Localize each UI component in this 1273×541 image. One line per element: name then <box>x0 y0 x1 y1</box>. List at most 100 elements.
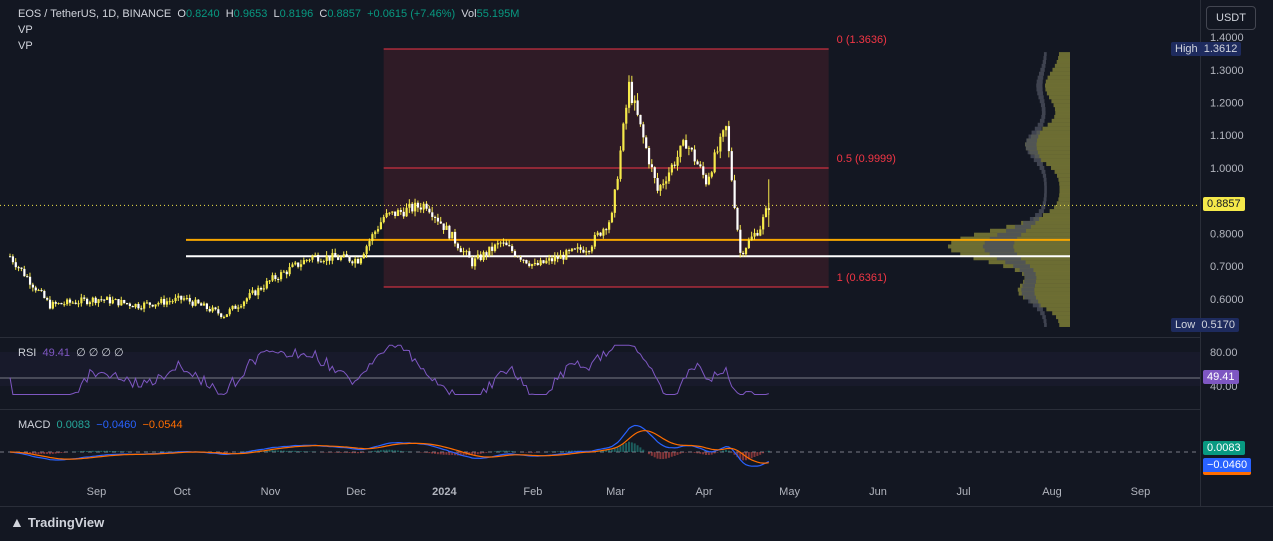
volume-profile-sell-bar <box>1038 95 1043 99</box>
candle-body <box>86 299 88 304</box>
candle-body <box>100 299 102 300</box>
macd-histogram-bar <box>756 452 758 456</box>
candle-body <box>534 263 536 264</box>
macd-histogram-bar <box>608 450 610 452</box>
candle-body <box>363 254 365 258</box>
symbol-title[interactable]: EOS / TetherUS, 1D, BINANCE <box>18 8 171 20</box>
volume-profile-sell-bar <box>1043 56 1046 60</box>
ohlc-header: EOS / TetherUS, 1D, BINANCE O0.8240 H0.9… <box>18 8 519 20</box>
candle-body <box>597 233 599 235</box>
candle-body <box>602 229 604 236</box>
macd-histogram-bar <box>297 451 299 452</box>
rsi-legend[interactable]: RSI 49.41 ∅ ∅ ∅ ∅ <box>18 346 124 359</box>
candle-body <box>226 314 228 317</box>
macd-histogram-bar <box>654 452 656 457</box>
low-tag-value: 0.5170 <box>1201 319 1235 331</box>
candle-body <box>63 304 65 305</box>
macd-histogram-bar <box>103 451 105 452</box>
macd-histogram-bar <box>648 452 650 454</box>
pane-separator-rsi[interactable] <box>0 337 1200 338</box>
open-label: O <box>177 8 186 20</box>
candle-body <box>80 297 82 303</box>
candle-body <box>368 241 370 246</box>
macd-histogram-bar <box>357 452 359 453</box>
macd-histogram-bar <box>525 452 527 453</box>
candle-body <box>625 108 627 124</box>
price-tick-label: 0.6000 <box>1210 294 1244 306</box>
volume-profile-sell-bar <box>1044 193 1047 197</box>
volume-profile-bar <box>1052 119 1070 123</box>
macd-histogram-bar <box>340 452 342 453</box>
volume-profile-bar <box>1051 166 1070 170</box>
candle-body <box>72 303 74 304</box>
macd-histogram-bar <box>619 446 621 452</box>
volume-profile-sell-bar <box>1034 158 1041 162</box>
rsi-badge: 49.41 <box>1203 370 1239 384</box>
fib-label-0: 0 (1.3636) <box>837 34 887 46</box>
candle-body <box>57 303 59 304</box>
macd-histogram-bar <box>106 451 108 452</box>
candle-body <box>705 175 707 184</box>
candle-body <box>585 251 587 252</box>
macd-histogram-bar <box>443 452 445 455</box>
candle-body <box>106 297 108 300</box>
candle-body <box>192 302 194 306</box>
volume-profile-sell-bar <box>1024 272 1036 276</box>
macd-histogram-bar <box>126 451 128 452</box>
volume-profile-sell-bar <box>1026 146 1037 150</box>
candle-body <box>408 204 410 208</box>
currency-button[interactable]: USDT <box>1206 6 1256 30</box>
price-tick-label: 1.0000 <box>1210 163 1244 175</box>
volume-profile-sell-bar <box>1028 299 1038 303</box>
macd-histogram-bar <box>394 450 396 452</box>
price-tick-label: 1.3000 <box>1210 65 1244 77</box>
vp-indicator-1[interactable]: VP <box>18 24 33 36</box>
candle-body <box>18 267 20 268</box>
candle-body <box>143 303 145 309</box>
volume-profile-bar <box>1042 127 1070 131</box>
macd-histogram-bar <box>696 452 698 453</box>
vp-indicator-2[interactable]: VP <box>18 40 33 52</box>
macd-histogram-bar <box>77 451 79 452</box>
volume-profile-sell-bar <box>1036 87 1042 91</box>
candle-body <box>425 204 427 209</box>
candle-body <box>471 258 473 267</box>
candle-body <box>183 298 185 299</box>
open-value: 0.8240 <box>186 8 220 20</box>
candle-body <box>648 148 650 164</box>
candle-body <box>66 300 68 305</box>
volume-profile-bar <box>1003 264 1070 268</box>
macd-histogram-bar <box>617 448 619 452</box>
candle-body <box>748 240 750 248</box>
candle-body <box>269 281 271 282</box>
macd-histogram-bar <box>753 452 755 457</box>
brand-label: TradingView <box>28 515 104 530</box>
candle-body <box>702 166 704 175</box>
macd-histogram-bar <box>483 452 485 453</box>
volume-profile-sell-bar <box>1044 323 1047 327</box>
volume-profile-bar <box>1052 311 1070 315</box>
candle-body <box>605 229 607 230</box>
macd-histogram-bar <box>637 445 639 452</box>
candle-body <box>200 303 202 305</box>
candle-body <box>103 300 105 301</box>
macd-histogram-bar <box>243 451 245 452</box>
volume-profile-sell-bar <box>1023 221 1035 225</box>
macd-histogram-bar <box>634 443 636 452</box>
candle-body <box>554 256 556 261</box>
macd-histogram-bar <box>80 451 82 452</box>
macd-legend[interactable]: MACD 0.0083 −0.0460 −0.0544 <box>18 419 183 431</box>
candle-body <box>520 257 522 260</box>
pane-separator-macd[interactable] <box>0 409 1200 410</box>
candle-body <box>654 167 656 178</box>
macd-histogram-bar <box>485 452 487 453</box>
volume-profile-sell-bar <box>1037 307 1043 311</box>
tradingview-logo[interactable]: ▲ TradingView <box>10 514 104 530</box>
volume-profile-bar <box>1048 123 1070 127</box>
macd-histogram-bar <box>625 443 627 452</box>
candle-body <box>759 229 761 235</box>
macd-histogram-bar <box>169 451 171 452</box>
candle-body <box>75 303 77 304</box>
volume-profile-sell-bar <box>1040 166 1045 170</box>
